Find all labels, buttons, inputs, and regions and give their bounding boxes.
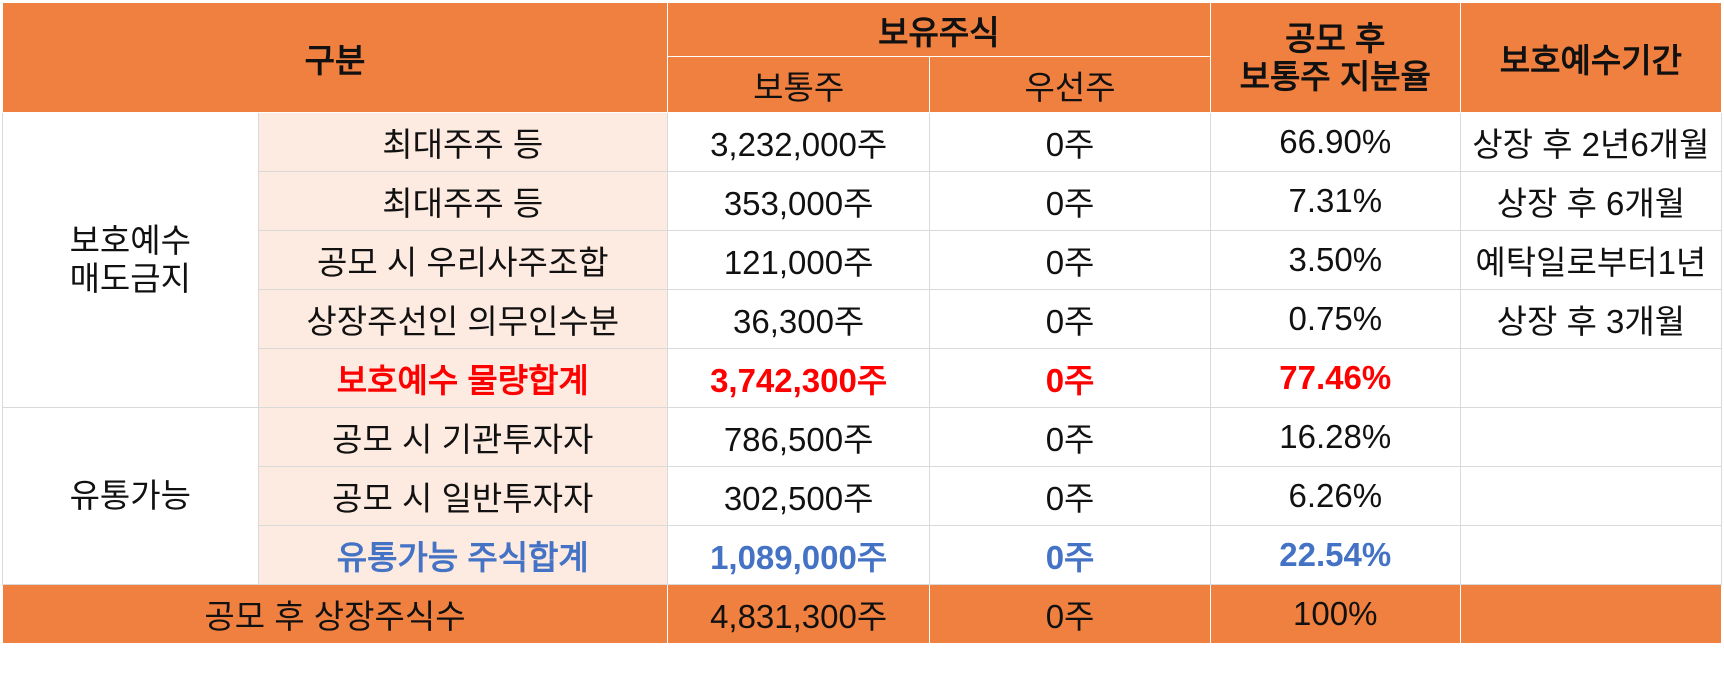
tradable-total-row: 유통가능 주식합계 1,089,000주 0주 22.54% [3, 525, 1723, 585]
row-period: 상장 후 2년6개월 [1459, 112, 1723, 172]
lockup-total-preferred: 0주 [929, 348, 1211, 408]
listed-total-row: 공모 후 상장주식수 4,831,300주 0주 100% [2, 584, 1723, 644]
row-preferred: 0주 [929, 230, 1211, 290]
listed-total-ratio: 100% [1209, 584, 1461, 644]
row-common: 36,300주 [666, 289, 931, 349]
tradable-total-label: 유통가능 주식합계 [257, 525, 668, 585]
table-row: 상장주선인 의무인수분 36,300주 0주 0.75% 상장 후 3개월 [3, 289, 1723, 349]
header-preferred: 우선주 [929, 56, 1211, 113]
row-preferred: 0주 [929, 289, 1211, 349]
listed-total-label: 공모 후 상장주식수 [2, 584, 668, 644]
lockup-total-row: 보호예수 물량합계 3,742,300주 0주 77.46% [3, 348, 1723, 408]
row-category: 공모 시 일반투자자 [257, 466, 668, 526]
row-preferred: 0주 [929, 112, 1211, 172]
tradable-total-period [1459, 525, 1723, 585]
row-ratio: 0.75% [1209, 289, 1461, 349]
group-lockup-line2: 매도금지 [69, 260, 192, 297]
shareholding-table: 구분 보유주식 공모 후 보통주 지분율 보호예수기간 보통주 우선주 보호예수… [2, 2, 1723, 644]
header-ratio: 공모 후 보통주 지분율 [1209, 2, 1461, 113]
row-category: 상장주선인 의무인수분 [257, 289, 668, 349]
table-row: 공모 시 우리사주조합 121,000주 0주 3.50% 예탁일로부터1년 [3, 230, 1723, 290]
row-period [1459, 466, 1723, 526]
row-common: 121,000주 [666, 230, 931, 290]
group-lockup-line1: 보호예수 [69, 222, 192, 259]
row-period: 상장 후 3개월 [1459, 289, 1723, 349]
table-row: 보호예수 매도금지 최대주주 등 3,232,000주 0주 66.90% 상장… [2, 112, 1723, 408]
lockup-total-label: 보호예수 물량합계 [257, 348, 668, 408]
row-ratio: 66.90% [1209, 112, 1461, 172]
listed-total-common: 4,831,300주 [666, 584, 931, 644]
table-row: 유통가능 공모 시 기관투자자 786,500주 0주 16.28% [2, 407, 1723, 585]
row-period [1459, 407, 1723, 467]
table-row: 공모 시 일반투자자 302,500주 0주 6.26% [3, 466, 1723, 526]
lockup-total-ratio: 77.46% [1209, 348, 1461, 408]
row-category: 공모 시 우리사주조합 [257, 230, 668, 290]
row-common: 3,232,000주 [666, 112, 931, 172]
listed-total-period [1459, 584, 1723, 644]
row-ratio: 3.50% [1209, 230, 1461, 290]
row-category: 최대주주 등 [257, 171, 668, 231]
row-common: 786,500주 [666, 407, 931, 467]
row-common: 353,000주 [666, 171, 931, 231]
row-preferred: 0주 [929, 171, 1211, 231]
row-preferred: 0주 [929, 407, 1211, 467]
row-period: 예탁일로부터1년 [1459, 230, 1723, 290]
row-ratio: 6.26% [1209, 466, 1461, 526]
row-category: 공모 시 기관투자자 [257, 407, 668, 467]
tradable-total-ratio: 22.54% [1209, 525, 1461, 585]
header-category: 구분 [2, 2, 668, 113]
row-ratio: 7.31% [1209, 171, 1461, 231]
header-lockup-period: 보호예수기간 [1459, 2, 1723, 113]
lockup-total-common: 3,742,300주 [666, 348, 931, 408]
row-category: 최대주주 등 [257, 112, 668, 172]
lockup-total-period [1459, 348, 1723, 408]
group-lockup: 보호예수 매도금지 [2, 112, 259, 408]
header-ratio-line2: 보통주 지분율 [1239, 57, 1431, 95]
row-common: 302,500주 [666, 466, 931, 526]
tradable-total-preferred: 0주 [929, 525, 1211, 585]
listed-total-preferred: 0주 [929, 584, 1211, 644]
header-common: 보통주 [666, 56, 931, 113]
header-ratio-line1: 공모 후 [1285, 19, 1386, 57]
group-tradable: 유통가능 [2, 407, 259, 585]
header-holding-stock: 보유주식 [666, 2, 1211, 57]
tradable-total-common: 1,089,000주 [666, 525, 931, 585]
table-row: 최대주주 등 353,000주 0주 7.31% 상장 후 6개월 [3, 171, 1723, 231]
row-preferred: 0주 [929, 466, 1211, 526]
row-period: 상장 후 6개월 [1459, 171, 1723, 231]
row-ratio: 16.28% [1209, 407, 1461, 467]
